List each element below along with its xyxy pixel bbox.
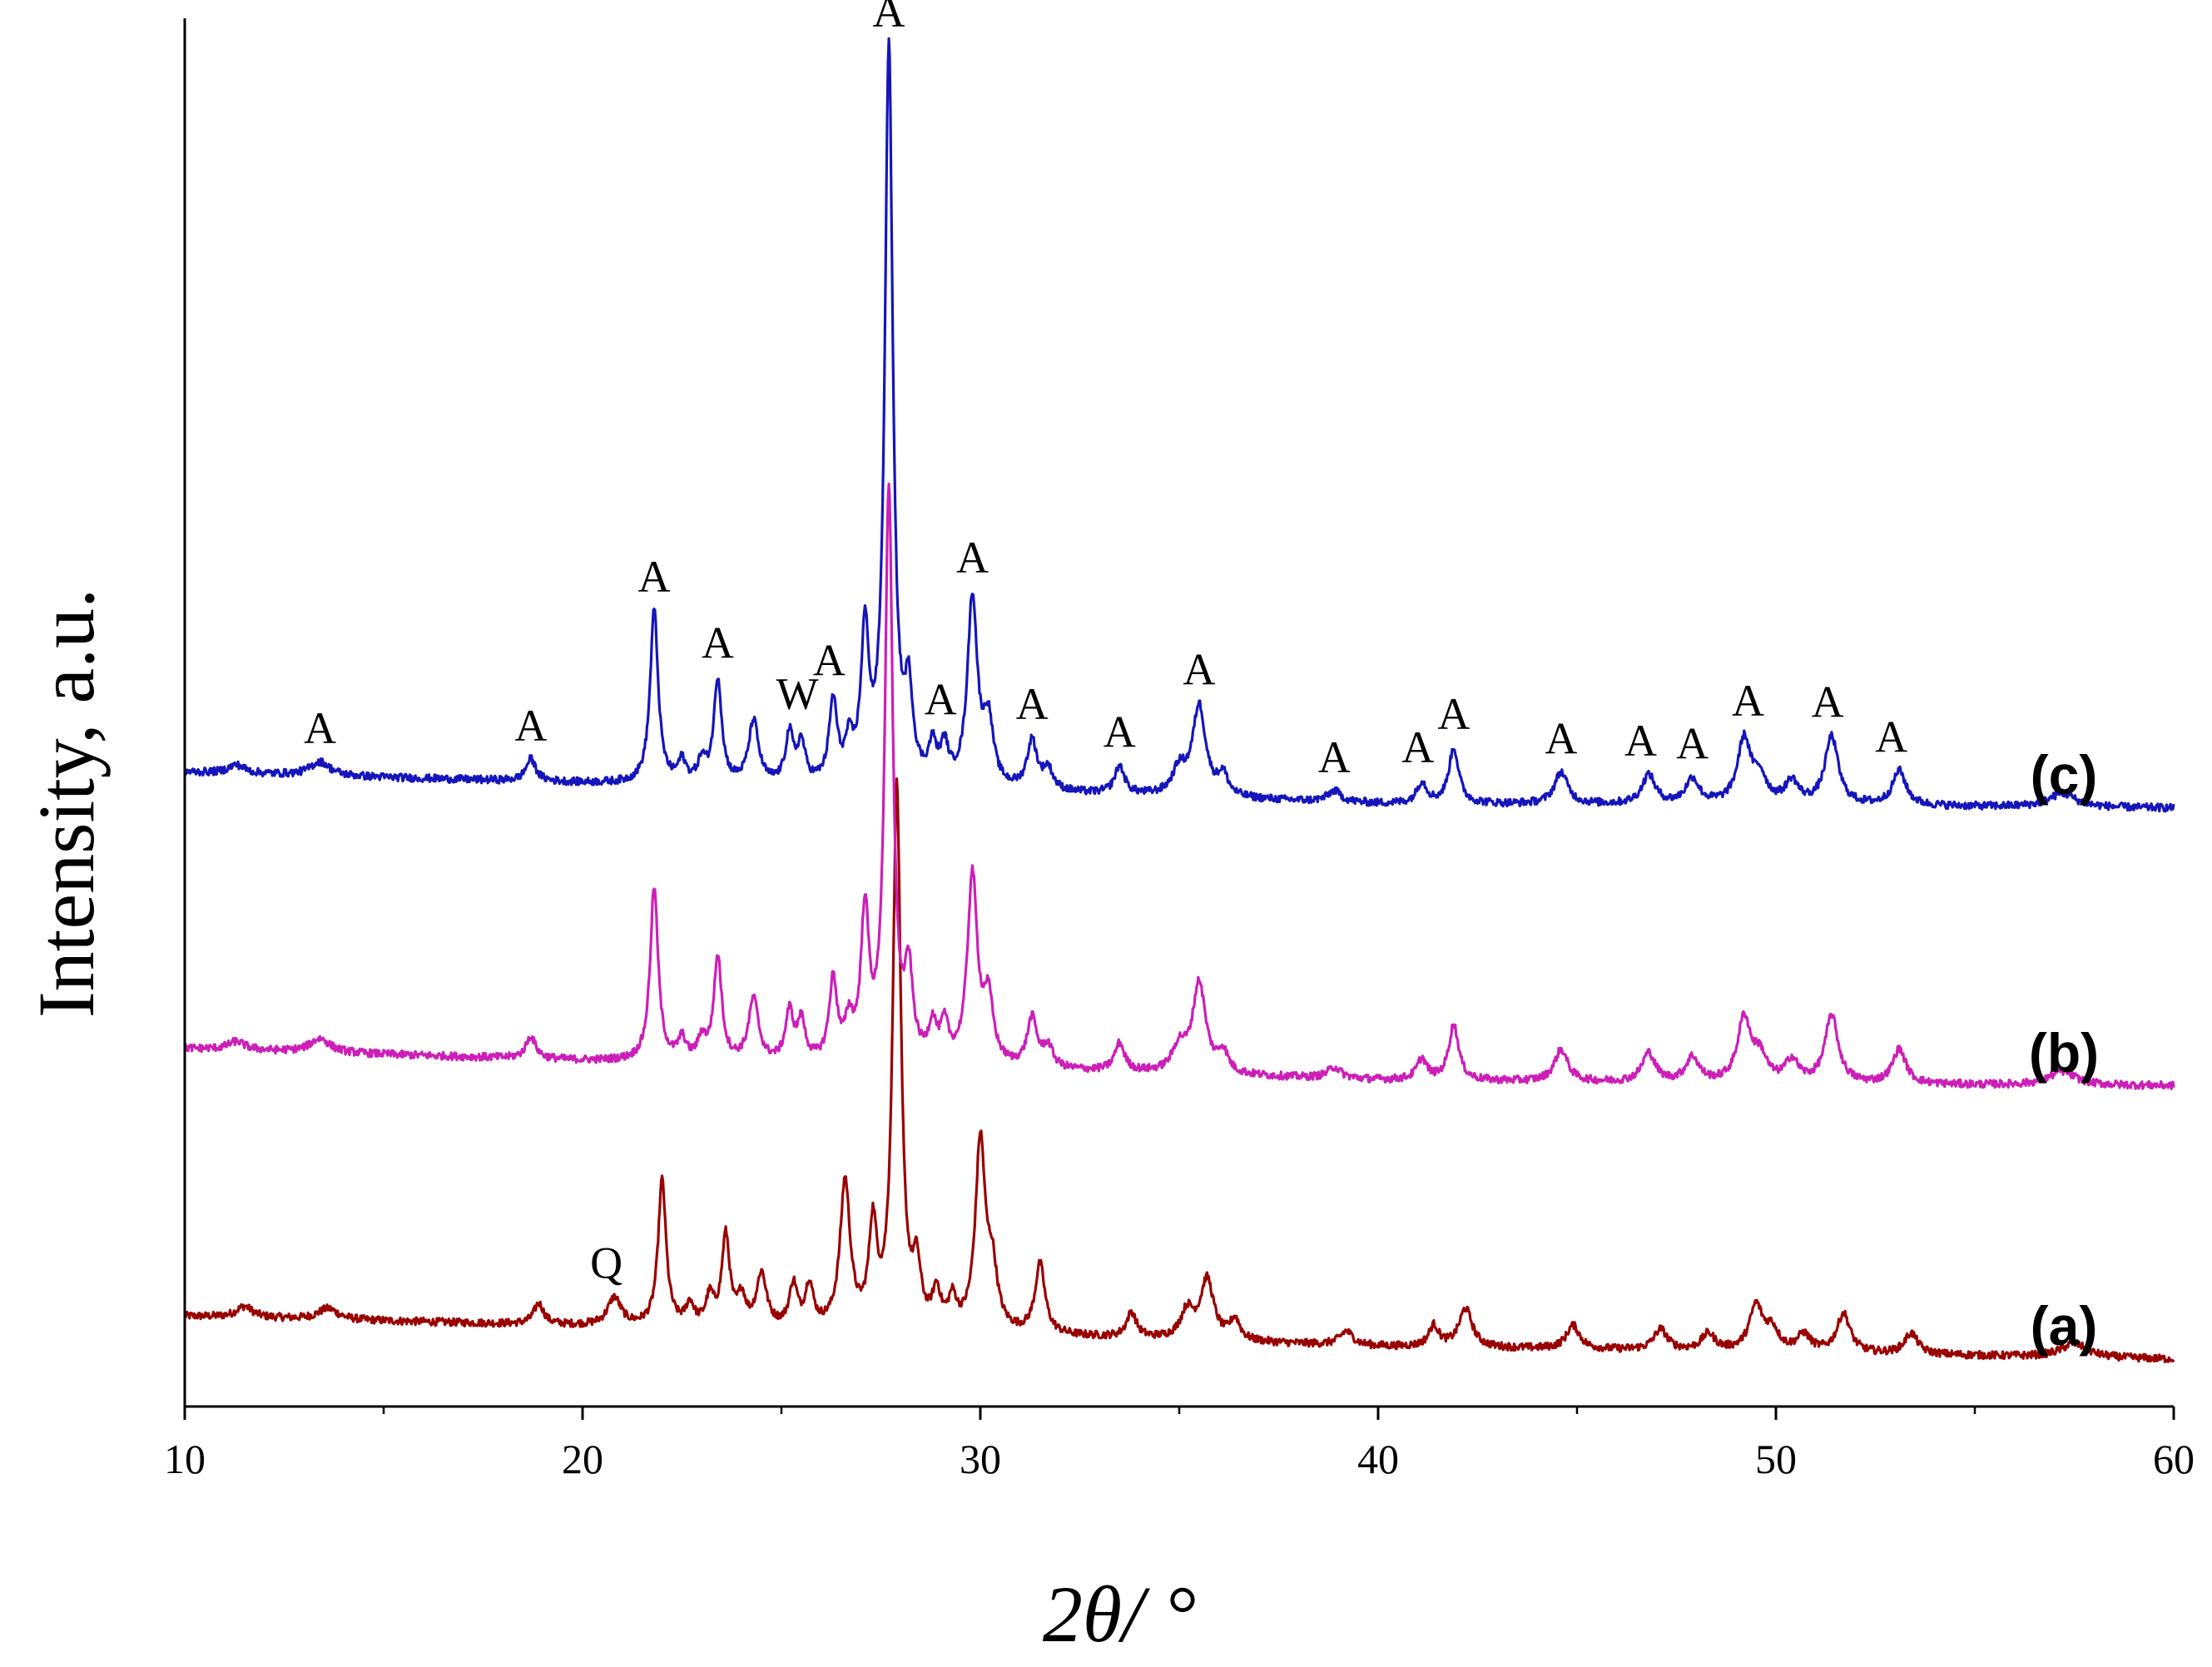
series-label-c: (c) [2031, 744, 2098, 806]
x-tick-label: 30 [960, 1436, 1001, 1482]
peak-label: A [925, 674, 957, 724]
peak-label: A [514, 701, 547, 751]
peak-label: A [1676, 718, 1709, 768]
peak-label: A [1437, 689, 1470, 739]
x-tick-label: 20 [562, 1436, 603, 1482]
series-label-a: (a) [2031, 1295, 2098, 1357]
axes-layer: 10 20 30 40 50 60 [164, 18, 2195, 1482]
peak-label: A [1016, 679, 1049, 729]
series-line-c [183, 37, 2175, 813]
peak-label: A [304, 703, 336, 753]
peak-label: A [1318, 732, 1351, 782]
peak-label: A [1545, 713, 1577, 763]
x-axis-label: 2θ/ ° [1043, 1570, 1196, 1659]
x-tick-label: 10 [164, 1436, 206, 1482]
peak-label: Q [590, 1238, 622, 1288]
series-label-b: (b) [2029, 1022, 2099, 1084]
peak-label: A [956, 533, 989, 583]
x-tick-label: 60 [2153, 1436, 2195, 1482]
peak-label: A [1183, 644, 1215, 694]
peak-label: A [1104, 707, 1136, 757]
peak-label: A [813, 635, 846, 685]
series-layer: (a) (b) (c) [183, 37, 2175, 1364]
y-axis-label: Intensity, a.u. [22, 588, 111, 1018]
series-line-b [183, 482, 2175, 1090]
peak-label: A [638, 552, 671, 602]
x-tick-label: 50 [1755, 1436, 1797, 1482]
peak-label: A [1812, 677, 1844, 727]
peak-label: A [873, 0, 905, 37]
peak-label: A [1732, 676, 1764, 726]
peak-label: A [1401, 722, 1434, 772]
x-tick-label: 40 [1357, 1436, 1399, 1482]
series-line-a [183, 777, 2175, 1364]
peak-label: A [1875, 712, 1907, 762]
peak-label: A [702, 618, 734, 668]
peak-label: A [1624, 716, 1657, 766]
peak-label: W [776, 669, 819, 719]
